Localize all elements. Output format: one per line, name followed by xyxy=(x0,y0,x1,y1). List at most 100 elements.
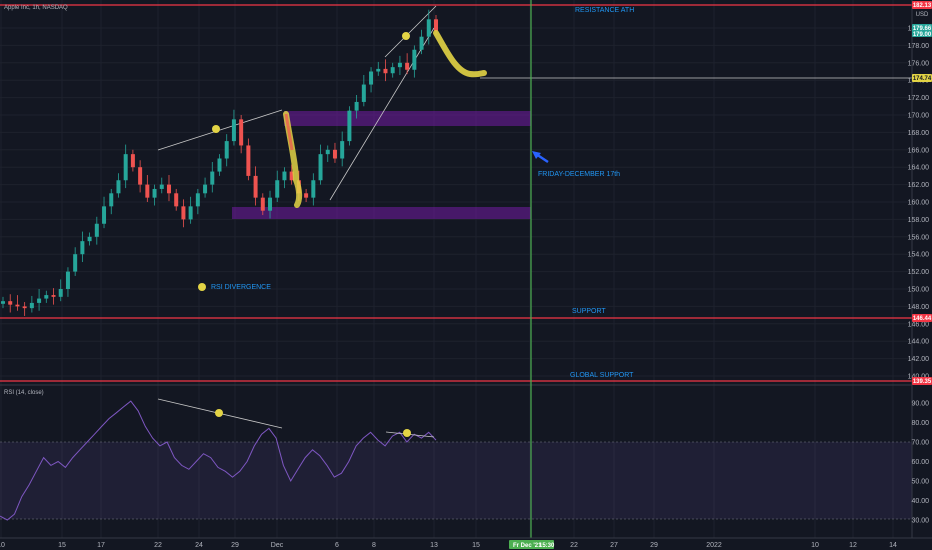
candle[interactable] xyxy=(174,193,179,207)
price-tick-label: 170.00 xyxy=(908,113,930,120)
candle[interactable] xyxy=(22,306,27,309)
candle[interactable] xyxy=(217,158,222,172)
top-dot-price[interactable] xyxy=(402,32,410,40)
time-tick-label: 15 xyxy=(472,542,480,549)
rsi-label[interactable]: RSI (14, close) xyxy=(4,390,44,396)
rsi-tick-label: 30.00 xyxy=(911,518,929,525)
candle[interactable] xyxy=(369,71,374,85)
time-tick-label: 6 xyxy=(335,542,339,549)
time-tick-label: 14 xyxy=(889,542,897,549)
candle[interactable] xyxy=(419,36,424,50)
candle[interactable] xyxy=(15,304,20,307)
candle[interactable] xyxy=(152,188,157,198)
candle[interactable] xyxy=(318,154,323,181)
price-tick-label: 162.00 xyxy=(908,182,930,189)
candle[interactable] xyxy=(260,197,265,211)
candle[interactable] xyxy=(188,206,193,220)
projection-path[interactable] xyxy=(433,30,487,78)
symbol-title[interactable]: Apple Inc, 1h, NASDAQ xyxy=(4,5,68,11)
rsi-tick-label: 60.00 xyxy=(911,459,929,466)
chart-grid xyxy=(0,0,912,538)
candle[interactable] xyxy=(58,289,63,297)
rsi-line xyxy=(0,400,437,521)
candle[interactable] xyxy=(397,62,402,68)
candle[interactable] xyxy=(434,19,438,31)
time-tick-label: 13 xyxy=(430,542,438,549)
candle[interactable] xyxy=(354,101,359,111)
candle[interactable] xyxy=(73,254,78,272)
candle[interactable] xyxy=(325,149,330,155)
rsi-tick-label: 50.00 xyxy=(911,479,929,486)
candle[interactable] xyxy=(123,154,128,181)
candle[interactable] xyxy=(44,295,49,299)
time-tick-label: 2022 xyxy=(706,542,722,549)
candle[interactable] xyxy=(51,295,56,297)
time-axis[interactable]: 101517222429Dec681315202227292022101214 xyxy=(0,537,932,550)
candle[interactable] xyxy=(239,119,244,146)
candle[interactable] xyxy=(340,141,345,159)
candle[interactable] xyxy=(253,175,258,198)
candle[interactable] xyxy=(181,206,186,220)
rsi-divergence-dot-rsi[interactable] xyxy=(215,409,223,417)
candle[interactable] xyxy=(332,149,337,159)
candle[interactable] xyxy=(37,298,42,303)
candle[interactable] xyxy=(138,167,143,185)
price-tick-label: 178.00 xyxy=(908,43,930,50)
rising-trendline[interactable] xyxy=(329,27,435,201)
candle[interactable] xyxy=(412,49,417,70)
arrow-icon[interactable] xyxy=(532,151,549,164)
candle[interactable] xyxy=(80,241,85,255)
candle[interactable] xyxy=(8,301,13,305)
candle[interactable] xyxy=(361,84,366,102)
candle[interactable] xyxy=(311,180,316,198)
candle[interactable] xyxy=(109,193,114,207)
candle[interactable] xyxy=(195,193,200,207)
candle[interactable] xyxy=(1,301,5,304)
candle[interactable] xyxy=(282,171,287,181)
price-tick-label: 142.00 xyxy=(908,356,930,363)
candle[interactable] xyxy=(289,171,294,181)
currency-label: USD xyxy=(916,12,929,18)
candle[interactable] xyxy=(145,184,150,198)
price-tick-label: 150.00 xyxy=(908,287,930,294)
candle[interactable] xyxy=(29,302,34,309)
candle[interactable] xyxy=(426,19,431,37)
candle[interactable] xyxy=(65,271,70,289)
candle[interactable] xyxy=(231,119,236,142)
candle[interactable] xyxy=(304,193,309,198)
candle[interactable] xyxy=(224,141,229,159)
candle[interactable] xyxy=(268,197,273,211)
price-tick-label: 144.00 xyxy=(908,339,930,346)
candle[interactable] xyxy=(102,206,107,224)
price-trendline-divergence[interactable] xyxy=(157,109,283,151)
divergence-dot-price[interactable] xyxy=(212,125,220,133)
candle[interactable] xyxy=(94,223,99,237)
rsi-axis[interactable]: 90.00 80.00 70.00 60.00 50.00 40.00 30.00 xyxy=(911,401,929,525)
candle[interactable] xyxy=(203,184,208,194)
rsi-tick-label: 80.00 xyxy=(911,420,929,427)
time-tick-label: 29 xyxy=(231,542,239,549)
lower-demand-zone[interactable] xyxy=(232,207,531,219)
svg-text:182.13: 182.13 xyxy=(913,3,932,9)
candle[interactable] xyxy=(275,180,280,198)
rsi-tick-label: 70.00 xyxy=(911,440,929,447)
svg-text:139.35: 139.35 xyxy=(913,379,932,385)
candle[interactable] xyxy=(159,184,164,189)
candle[interactable] xyxy=(376,68,381,72)
price-tick-label: 148.00 xyxy=(908,304,930,311)
candle[interactable] xyxy=(347,110,352,142)
rsi-top-dot[interactable] xyxy=(403,429,411,437)
candle[interactable] xyxy=(383,68,388,74)
candle[interactable] xyxy=(246,145,251,176)
candle[interactable] xyxy=(130,154,135,168)
upper-trendline[interactable] xyxy=(384,5,437,58)
candle[interactable] xyxy=(116,180,121,194)
price-tick-label: 154.00 xyxy=(908,252,930,259)
candle[interactable] xyxy=(405,62,410,70)
candle[interactable] xyxy=(390,67,395,74)
candle[interactable] xyxy=(166,184,171,194)
candle[interactable] xyxy=(210,171,215,185)
candle[interactable] xyxy=(87,236,92,242)
upper-supply-zone[interactable] xyxy=(284,111,531,126)
